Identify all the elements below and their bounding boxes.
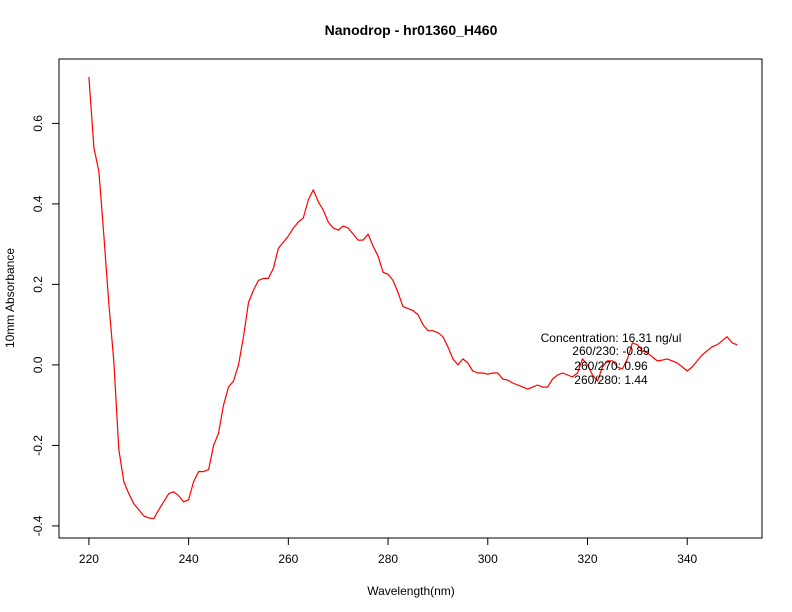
x-tick-label: 240 <box>179 552 199 566</box>
y-tick-label: 0.2 <box>31 276 45 293</box>
y-tick-label: 0.4 <box>31 195 45 212</box>
series-line-0 <box>88 77 738 520</box>
annotation-group: Concentration: 16.31 ng/ul 260/230: -0.8… <box>541 331 682 387</box>
chart-title: Nanodrop - hr01360_H460 <box>325 22 498 38</box>
x-tick-label: 280 <box>378 552 398 566</box>
x-tick-label: 340 <box>677 552 697 566</box>
annotation-260-270: 260/270: 0.96 <box>574 359 648 373</box>
y-axis-label: 10mm Absorbance <box>3 248 17 348</box>
y-tick-label: -0.4 <box>31 515 45 536</box>
y-tick-label: 0.0 <box>31 356 45 373</box>
x-tick-label: 300 <box>478 552 498 566</box>
y-tick-label: 0.6 <box>31 115 45 132</box>
y-axis: -0.4 -0.2 0.0 0.2 0.4 0.6 <box>31 115 60 536</box>
x-axis: 220 240 260 280 300 320 340 <box>79 537 698 566</box>
x-axis-label: Wavelength(nm) <box>367 584 455 598</box>
x-tick-label: 220 <box>79 552 99 566</box>
annotation-260-230: 260/230: -0.89 <box>572 344 650 358</box>
annotation-260-280: 260/280: 1.44 <box>574 373 648 387</box>
x-tick-label: 260 <box>278 552 298 566</box>
plot-frame <box>58 58 763 539</box>
y-tick-label: -0.2 <box>31 435 45 456</box>
annotation-concentration: Concentration: 16.31 ng/ul <box>541 331 682 345</box>
x-tick-label: 320 <box>577 552 597 566</box>
series-group <box>88 77 738 520</box>
